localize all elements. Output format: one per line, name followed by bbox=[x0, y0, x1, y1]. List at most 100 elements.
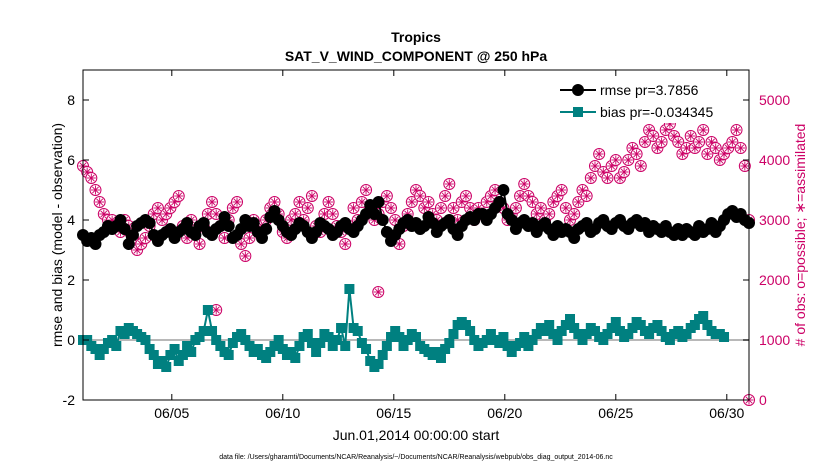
bias-point bbox=[107, 335, 118, 345]
bias-point bbox=[673, 326, 684, 336]
bias-point bbox=[664, 335, 675, 345]
bias-point bbox=[177, 350, 188, 360]
rmse-point bbox=[493, 196, 506, 208]
obs-count-marker bbox=[634, 160, 647, 172]
obs-assimilated-star bbox=[196, 240, 204, 248]
obs-assimilated-star bbox=[466, 204, 474, 212]
bias-point bbox=[702, 320, 713, 330]
obs-count-marker bbox=[509, 202, 522, 214]
rmse-point bbox=[222, 220, 235, 232]
obs-assimilated-star bbox=[516, 192, 524, 200]
obs-count-marker bbox=[584, 172, 597, 184]
rmse-point bbox=[580, 217, 593, 229]
obs-count-marker bbox=[89, 184, 102, 196]
obs-count-marker bbox=[684, 130, 697, 142]
obs-assimilated-star bbox=[241, 252, 249, 260]
obs-assimilated-star bbox=[637, 162, 645, 170]
bias-point bbox=[569, 323, 580, 333]
obs-assimilated-star bbox=[562, 204, 570, 212]
obs-count-marker bbox=[385, 202, 398, 214]
bias-point bbox=[373, 359, 384, 369]
bias-point bbox=[506, 347, 517, 357]
obs-assimilated-star bbox=[204, 210, 212, 218]
obs-assimilated-star bbox=[412, 186, 420, 194]
obs-count-marker bbox=[618, 166, 631, 178]
y2-tick-label: 5000 bbox=[759, 92, 790, 108]
plot-frame bbox=[82, 69, 750, 401]
obs-assimilated-star bbox=[221, 234, 228, 242]
obs-assimilated-star bbox=[212, 210, 220, 218]
rmse-point bbox=[143, 217, 156, 229]
obs-count-marker bbox=[601, 172, 614, 184]
obs-assimilated-star bbox=[237, 240, 245, 248]
bias-point bbox=[356, 338, 367, 348]
bias-point bbox=[252, 344, 263, 354]
rmse-point bbox=[497, 184, 510, 196]
obs-assimilated-star bbox=[445, 180, 453, 188]
obs-assimilated-star bbox=[454, 216, 462, 224]
obs-assimilated-star bbox=[658, 138, 666, 146]
obs-count-marker bbox=[630, 148, 643, 160]
obs-assimilated-star bbox=[674, 138, 682, 146]
bias-point bbox=[290, 353, 301, 363]
obs-assimilated-star bbox=[624, 156, 632, 164]
bias-point bbox=[481, 335, 492, 345]
bias-point bbox=[527, 335, 538, 345]
obs-assimilated-star bbox=[374, 288, 382, 296]
bias-point bbox=[386, 332, 397, 342]
bias-point bbox=[502, 341, 513, 351]
bias-point bbox=[523, 341, 534, 351]
obs-assimilated-star bbox=[341, 240, 349, 248]
obs-assimilated-star bbox=[737, 144, 745, 152]
obs-count-marker bbox=[672, 136, 685, 148]
obs-count-marker bbox=[235, 238, 248, 250]
obs-assimilated-star bbox=[449, 204, 457, 212]
obs-assimilated-star bbox=[329, 210, 337, 218]
bias-point bbox=[560, 320, 571, 330]
bias-point bbox=[311, 347, 322, 357]
obs-assimilated-star bbox=[628, 144, 636, 152]
obs-assimilated-star bbox=[683, 144, 691, 152]
bias-point bbox=[265, 347, 276, 357]
rmse-point bbox=[247, 217, 260, 229]
bias-point bbox=[614, 326, 625, 336]
obs-assimilated-star bbox=[604, 174, 611, 182]
bias-point bbox=[610, 317, 621, 327]
x-axis-label: Jun.01,2014 00:00:00 start bbox=[333, 427, 500, 443]
legend-box bbox=[553, 79, 741, 123]
rmse-point bbox=[214, 220, 227, 232]
y2-tick-label: 0 bbox=[759, 392, 767, 408]
obs-assimilated-star bbox=[141, 234, 149, 242]
bias-point bbox=[98, 344, 109, 354]
bias-point bbox=[336, 323, 347, 333]
x-tick-label: 06/10 bbox=[265, 405, 300, 421]
obs-count-marker bbox=[638, 136, 651, 148]
obs-assimilated-star bbox=[695, 138, 703, 146]
y-tick-label: -2 bbox=[63, 392, 76, 408]
obs-count-marker bbox=[210, 304, 223, 316]
bias-point bbox=[294, 341, 305, 351]
obs-count-marker bbox=[305, 190, 318, 202]
bias-point bbox=[689, 320, 700, 330]
x-tick-label: 06/20 bbox=[487, 405, 522, 421]
bias-point bbox=[598, 335, 609, 345]
obs-count-marker bbox=[730, 124, 743, 136]
rmse-point bbox=[568, 232, 581, 244]
bias-point bbox=[315, 338, 326, 348]
obs-assimilated-star bbox=[291, 210, 299, 218]
obs-assimilated-star bbox=[595, 150, 603, 158]
obs-assimilated-star bbox=[87, 174, 95, 182]
obs-assimilated-star bbox=[100, 210, 108, 218]
obs-count-marker bbox=[243, 232, 256, 244]
obs-count-marker bbox=[709, 142, 722, 154]
obs-assimilated-star bbox=[92, 186, 99, 194]
rmse-point bbox=[122, 238, 135, 250]
obs-count-marker bbox=[588, 160, 601, 172]
obs-count-marker bbox=[697, 124, 710, 136]
obs-count-marker bbox=[326, 208, 339, 220]
bias-point bbox=[261, 353, 272, 363]
bias-point bbox=[90, 344, 101, 354]
bias-point bbox=[398, 341, 409, 351]
